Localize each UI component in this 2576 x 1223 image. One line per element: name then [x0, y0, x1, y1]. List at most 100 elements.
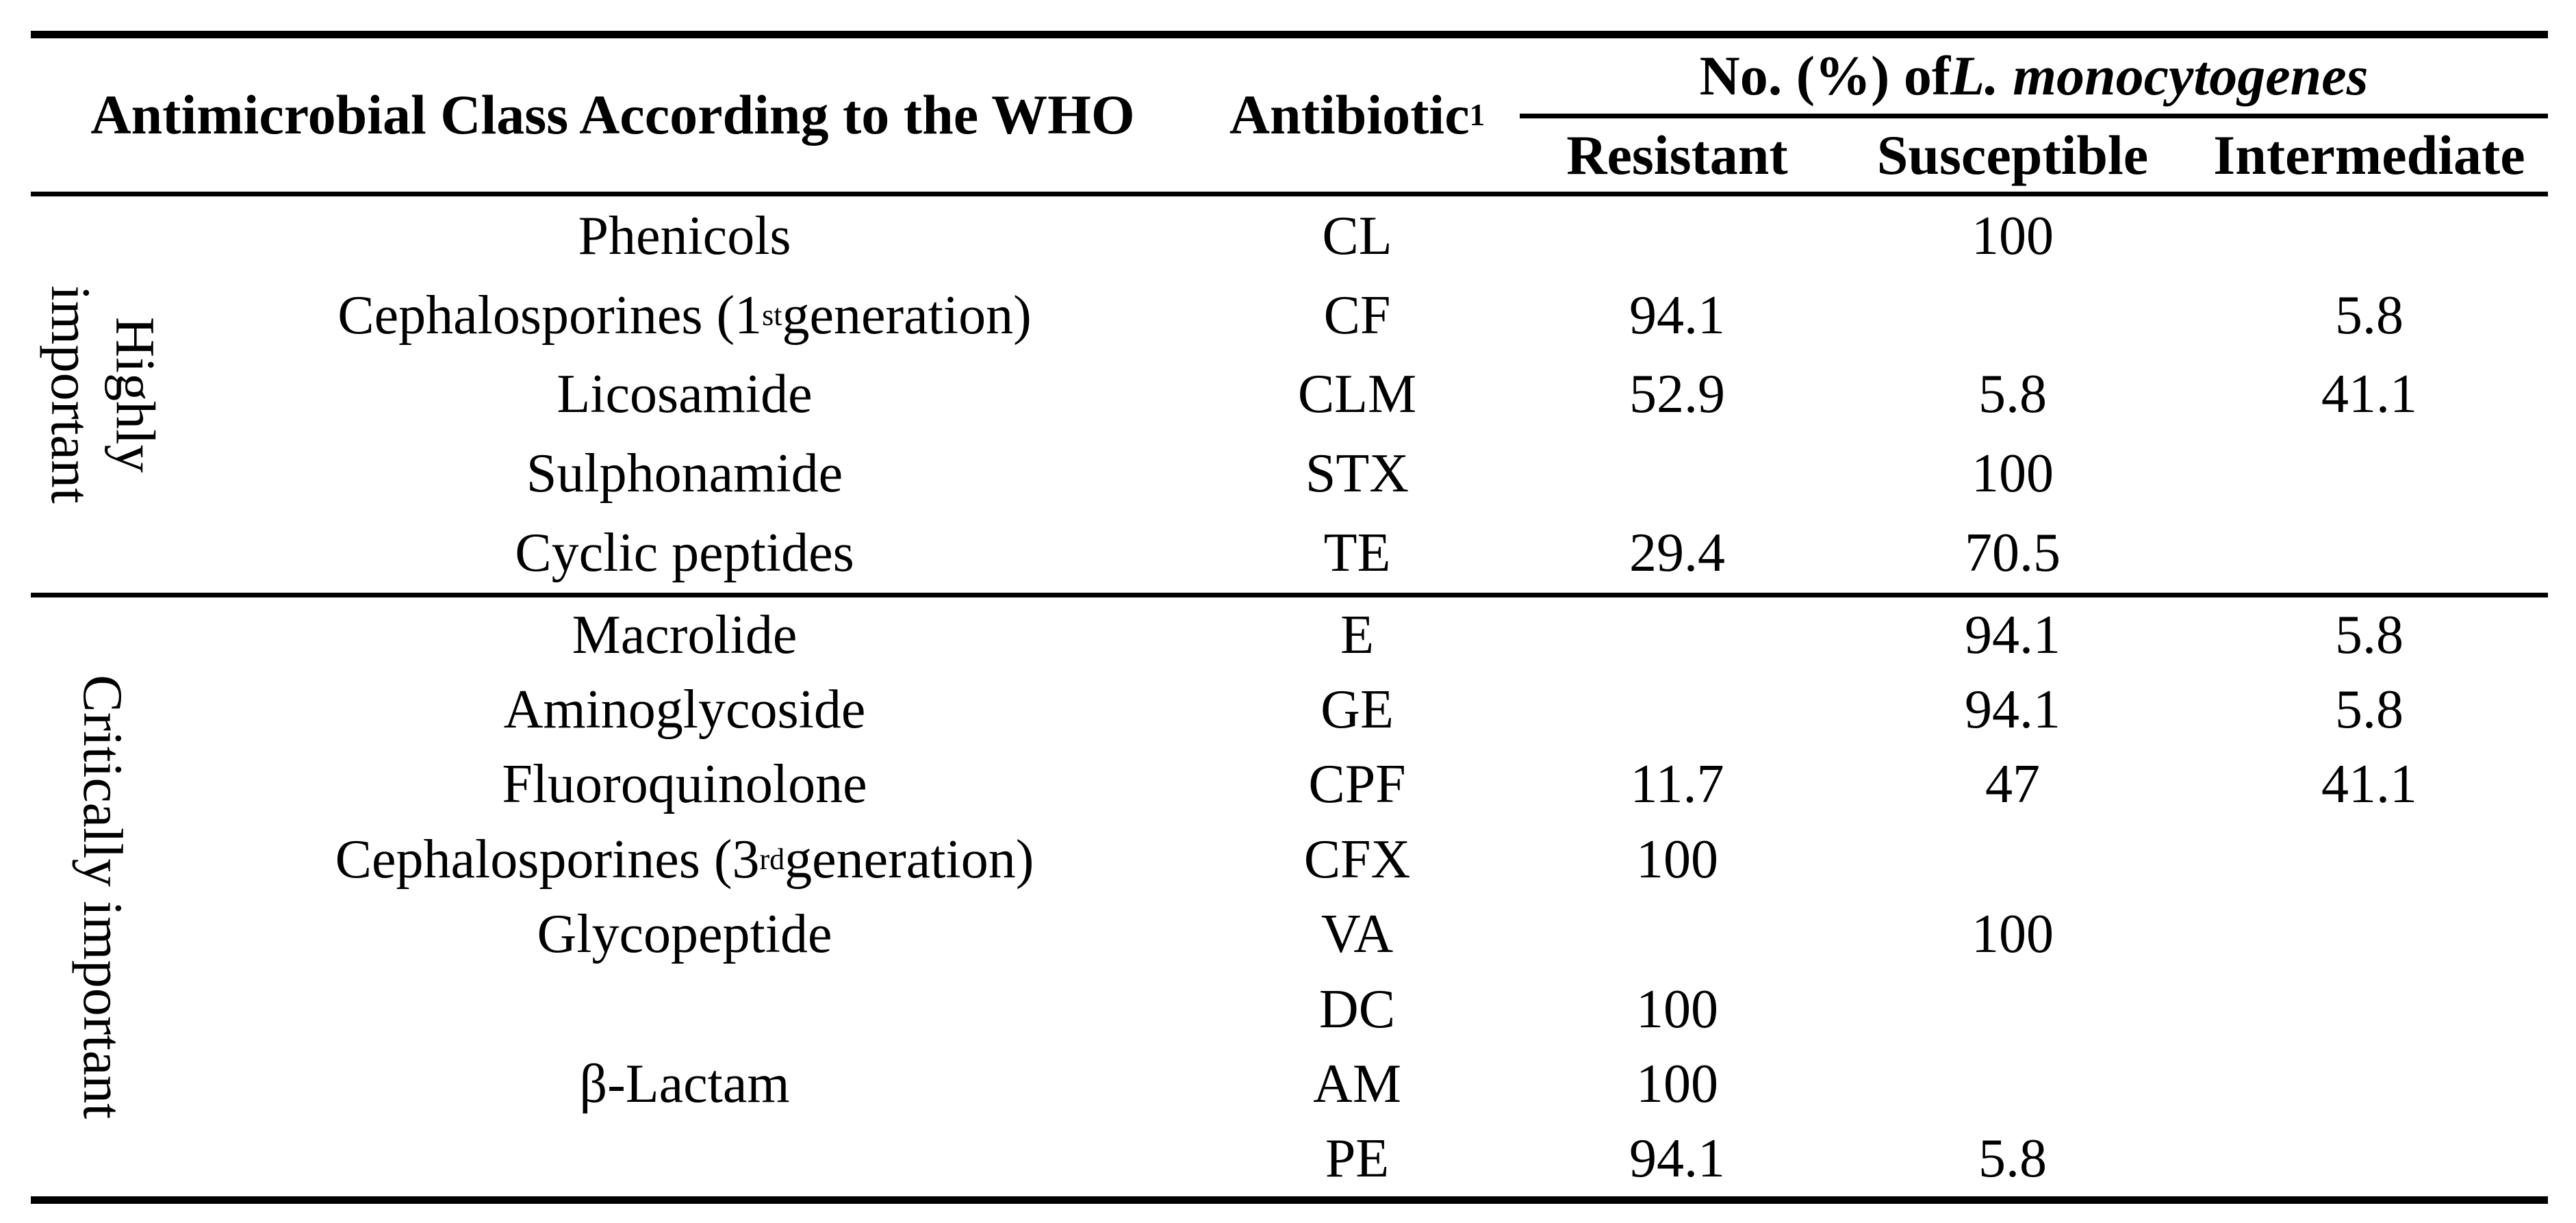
row-group-label: Critically important — [72, 674, 135, 1120]
intermediate-value-cell — [2191, 196, 2548, 276]
class-text: Aminoglycoside — [503, 680, 866, 741]
row-group-label: Highly important — [40, 285, 167, 504]
class-text: Licosamide — [557, 364, 813, 425]
class-cell — [175, 972, 1195, 1046]
class-cell: Cephalosporines (1 st generation) — [337, 285, 1032, 346]
class-cell — [175, 1122, 1195, 1196]
susceptible-value-cell: 94.1 — [1965, 604, 2061, 665]
antibiotic-code-cell: TE — [1323, 523, 1391, 584]
antibiotic-code-cell: CF — [1323, 285, 1391, 346]
column-header-intermediate-label: Intermediate — [2213, 123, 2525, 186]
intermediate-value-cell — [2191, 1122, 2548, 1196]
susceptible-value-cell — [1835, 1046, 2191, 1121]
class-text: Macrolide — [572, 604, 798, 665]
resistant-value-cell: 94.1 — [1629, 285, 1725, 346]
class-text: Sulphonamide — [526, 443, 843, 504]
intermediate-value-cell — [2191, 972, 2548, 1046]
antibiotic-code-cell: CFX — [1303, 829, 1411, 890]
section-highly-important: Highly important Phenicols CL 100 Cephal… — [31, 196, 2548, 593]
column-header-antibiotic: Antibiotic 1 — [1229, 83, 1485, 146]
species-name: L. monocytogenes — [1950, 44, 2369, 107]
class-cell: Cephalosporines (3 rd generation) — [335, 829, 1034, 890]
antibiotic-code-cell: CLM — [1297, 364, 1417, 425]
resistant-value-cell: 100 — [1636, 979, 1718, 1040]
susceptible-value-cell: 47 — [1985, 754, 2040, 815]
antibiotic-code-cell: GE — [1321, 680, 1394, 741]
class-cell: Macrolide — [175, 597, 1195, 672]
resistant-value-cell — [1520, 434, 1835, 513]
antibiotic-code-cell: CPF — [1308, 754, 1406, 815]
resistant-value-cell: 100 — [1636, 1053, 1718, 1114]
antibiotic-code-cell: PE — [1325, 1129, 1390, 1189]
column-header-susceptible: Susceptible — [1835, 118, 2191, 192]
class-text: β-Lactam — [579, 1053, 790, 1114]
table-bottom-rule — [31, 1196, 2548, 1204]
resistant-value-cell — [1520, 196, 1835, 276]
class-text: Glycopeptide — [537, 904, 832, 965]
susceptible-value-cell: 5.8 — [1978, 1129, 2047, 1189]
column-group-header-prefix: No. (%) of — [1699, 44, 1951, 107]
resistant-value-cell — [1520, 897, 1835, 972]
column-header-antimicrobial-class: Antimicrobial Class According to the WHO — [31, 38, 1195, 192]
class-text-rest: generation) — [785, 829, 1034, 890]
column-header-antibiotic-label: Antibiotic — [1229, 83, 1470, 146]
class-cell: Licosamide — [175, 355, 1195, 435]
column-header-antimicrobial-class-label: Antimicrobial Class According to the WHO — [90, 83, 1135, 146]
intermediate-value-cell — [2191, 822, 2548, 897]
antibiotic-code-cell: E — [1340, 604, 1374, 665]
resistant-value-cell: 52.9 — [1629, 364, 1725, 425]
class-cell: Fluoroquinolone — [175, 747, 1195, 822]
antibiotic-code-cell: DC — [1318, 979, 1396, 1040]
class-text-rest: generation) — [782, 285, 1032, 346]
section-critically-important: Critically important Macrolide E 94.1 5.… — [31, 597, 2548, 1196]
resistant-value-cell — [1520, 672, 1835, 747]
class-cell: Aminoglycoside — [175, 672, 1195, 747]
susceptible-value-cell: 94.1 — [1965, 680, 2061, 741]
susceptible-value-cell: 100 — [1972, 904, 2054, 965]
section-divider-rule — [31, 593, 2548, 597]
antibiotic-code-cell: CL — [1322, 205, 1392, 266]
group-header-underline-rule — [1520, 114, 2548, 118]
intermediate-value-cell — [2191, 1046, 2548, 1121]
intermediate-value-cell: 5.8 — [2335, 604, 2403, 665]
susceptible-value-cell — [1835, 276, 2191, 355]
class-cell: Cyclic peptides — [175, 513, 1195, 593]
intermediate-value-cell: 41.1 — [2321, 754, 2417, 815]
susceptible-value-cell: 5.8 — [1978, 364, 2047, 425]
susceptible-value-cell: 70.5 — [1965, 523, 2061, 584]
intermediate-value-cell: 5.8 — [2335, 680, 2403, 741]
class-cell: β-Lactam — [175, 1046, 1195, 1121]
header-bottom-rule — [31, 192, 2548, 196]
class-cell: Glycopeptide — [175, 897, 1195, 972]
susceptible-value-cell: 100 — [1972, 443, 2054, 504]
resistant-value-cell — [1520, 597, 1835, 672]
column-group-header: No. (%) of L. monocytogenes — [1520, 38, 2548, 114]
class-text: Cephalosporines (1 — [337, 285, 763, 346]
resistant-value-cell: 94.1 — [1629, 1129, 1725, 1189]
row-group-label-cell: Critically important — [31, 597, 175, 1196]
intermediate-value-cell: 5.8 — [2335, 285, 2403, 346]
intermediate-value-cell — [2191, 513, 2548, 593]
susceptible-value-cell: 100 — [1972, 205, 2054, 266]
class-text: Fluoroquinolone — [502, 754, 867, 815]
class-cell: Phenicols — [175, 196, 1195, 276]
susceptible-value-cell — [1835, 822, 2191, 897]
table-top-rule — [31, 31, 2548, 38]
column-header-resistant-label: Resistant — [1566, 123, 1788, 186]
class-cell: Sulphonamide — [175, 434, 1195, 513]
resistant-value-cell: 11.7 — [1630, 754, 1724, 815]
row-group-label-cell: Highly important — [31, 196, 175, 593]
susceptible-value-cell — [1835, 972, 2191, 1046]
resistant-value-cell: 29.4 — [1629, 523, 1725, 584]
class-text: Cephalosporines (3 — [335, 829, 760, 890]
column-header-intermediate: Intermediate — [2191, 118, 2548, 192]
antibiotic-code-cell: AM — [1313, 1053, 1401, 1114]
intermediate-value-cell — [2191, 897, 2548, 972]
column-header-susceptible-label: Susceptible — [1876, 123, 2149, 186]
class-text: Cyclic peptides — [515, 523, 854, 584]
intermediate-value-cell: 41.1 — [2321, 364, 2417, 425]
resistant-value-cell: 100 — [1636, 829, 1718, 890]
class-text: Phenicols — [578, 205, 791, 266]
antibiotic-code-cell: STX — [1305, 443, 1410, 504]
